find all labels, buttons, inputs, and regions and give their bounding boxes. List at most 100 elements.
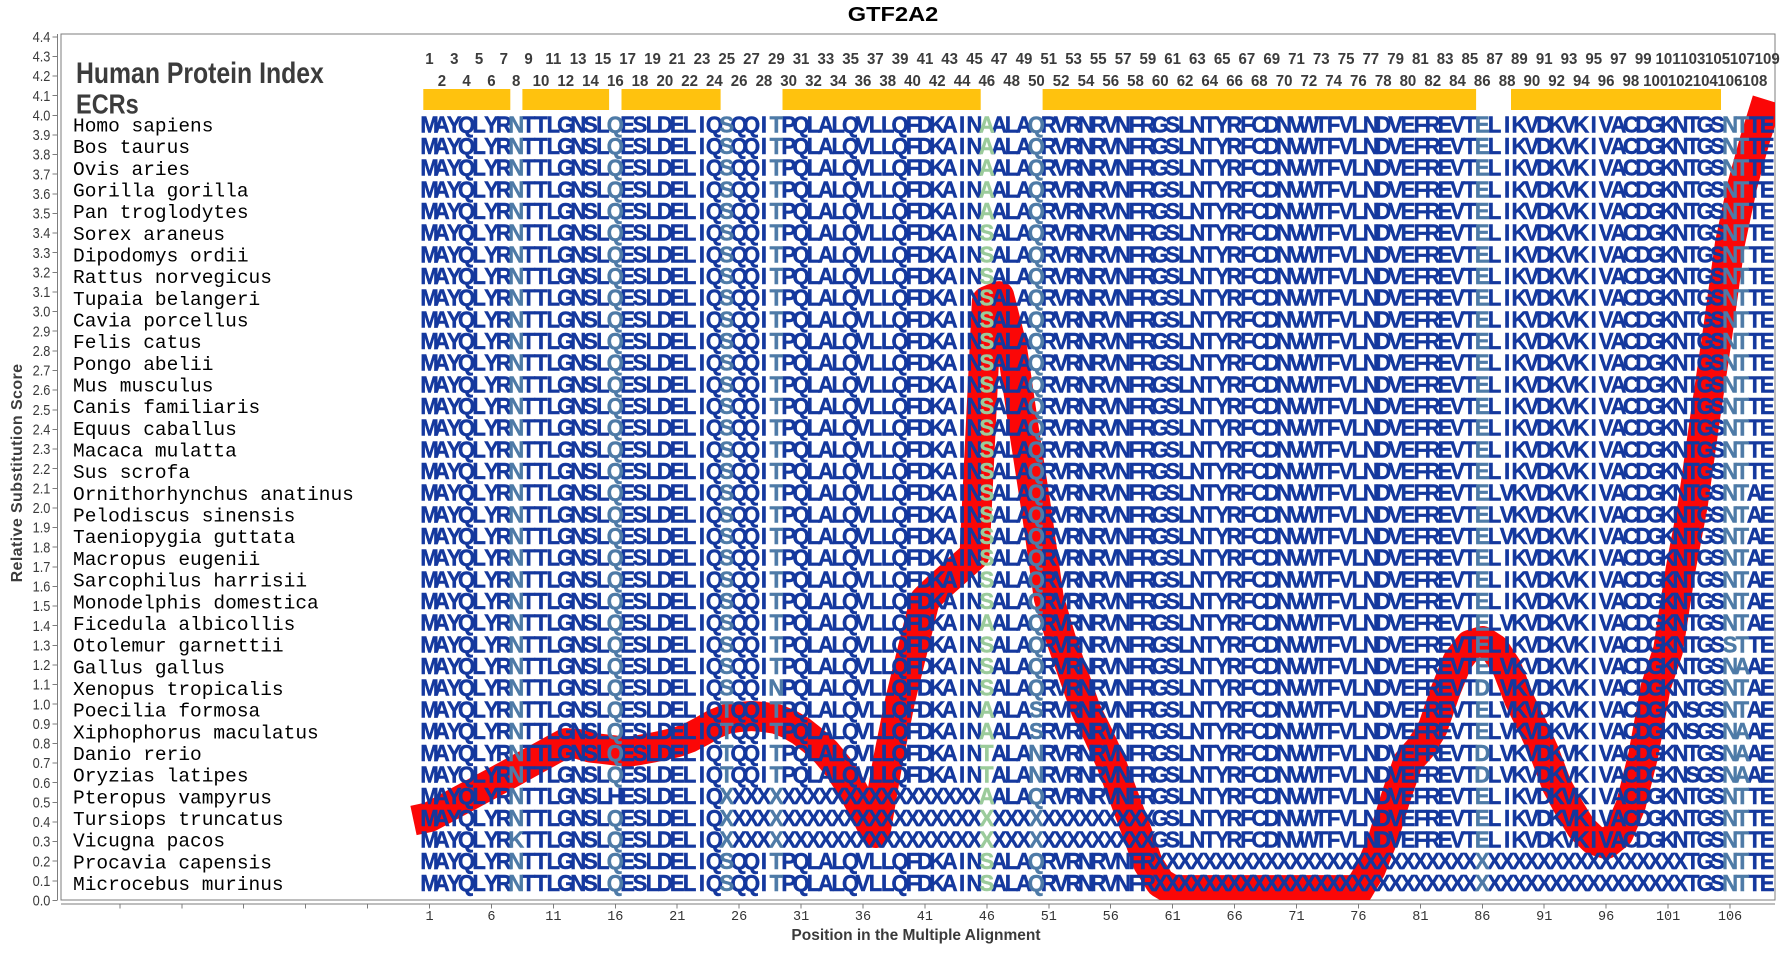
svg-text:S: S [980,437,995,463]
svg-text:92: 92 [1548,73,1565,91]
svg-text:60: 60 [1152,73,1169,91]
svg-text:88: 88 [1499,73,1516,91]
svg-text:93: 93 [1561,51,1578,69]
svg-text:Relative Substitution Score: Relative Substitution Score [9,364,26,583]
svg-text:68: 68 [1251,73,1268,91]
svg-text:86: 86 [1474,73,1491,91]
svg-text:33: 33 [818,51,835,69]
svg-text:100: 100 [1643,73,1668,91]
svg-text:X: X [980,827,995,853]
svg-text:MAYQLYR TTLGNSL ESLDELIQ QQI P: MAYQLYR TTLGNSL ESLDELIQ QQI PQLALQVLLQF… [420,675,1774,701]
svg-text:45: 45 [966,51,983,69]
svg-text:104: 104 [1693,73,1718,91]
svg-text:3.3: 3.3 [33,244,51,261]
svg-text:Equus caballus: Equus caballus [73,419,237,441]
svg-text:S: S [980,458,995,484]
svg-text:MAYQLYR TTLGNSL ESLDELIQ QQI P: MAYQLYR TTLGNSL ESLDELIQ QQI PQLALQVLLQF… [420,393,1774,419]
svg-text:A: A [979,610,995,636]
svg-text:4.4: 4.4 [33,28,51,45]
svg-text:S: S [980,220,995,246]
svg-text:38: 38 [879,73,896,91]
svg-text:20: 20 [657,73,674,91]
svg-text:1: 1 [425,910,433,925]
svg-text:1.6: 1.6 [33,577,51,594]
svg-text:MAYQLYR TTLGNSL ESLDELIQ QQI P: MAYQLYR TTLGNSL ESLDELIQ QQI PQLALQVLLQF… [420,198,1774,224]
svg-text:53: 53 [1065,51,1082,69]
svg-text:Pteropus vampyrus: Pteropus vampyrus [73,787,272,809]
svg-text:108: 108 [1742,73,1767,91]
svg-text:22: 22 [681,73,698,91]
svg-text:MAYQLYR TTLGNSL ESLDELIQ QQI P: MAYQLYR TTLGNSL ESLDELIQ QQI PQLALQVLLQF… [420,849,1774,875]
svg-text:3.7: 3.7 [33,165,51,182]
svg-text:58: 58 [1127,73,1144,91]
svg-text:Gallus gallus: Gallus gallus [73,657,225,679]
svg-text:26: 26 [731,910,747,925]
svg-text:101: 101 [1655,51,1680,69]
svg-text:T: T [980,762,994,788]
svg-text:T: T [980,740,994,766]
svg-text:3.6: 3.6 [33,185,51,202]
svg-text:56: 56 [1103,910,1119,925]
svg-text:94: 94 [1573,73,1590,91]
svg-text:S: S [980,502,995,528]
svg-text:30: 30 [780,73,797,91]
svg-text:3.2: 3.2 [33,263,51,280]
svg-text:A: A [979,177,995,203]
svg-text:0.4: 0.4 [33,813,51,830]
svg-text:4.1: 4.1 [33,87,51,104]
svg-text:MAYQLYR TTLGNSL ESLDELIQ QQI P: MAYQLYR TTLGNSL ESLDELIQ QQI PQLALQVLLQF… [420,133,1774,159]
svg-text:66: 66 [1226,73,1243,91]
svg-text:37: 37 [867,51,884,69]
svg-text:S: S [980,480,995,506]
svg-text:Pongo abelii: Pongo abelii [73,354,213,376]
svg-text:41: 41 [917,910,933,925]
svg-text:9: 9 [524,51,533,69]
svg-text:Ovis aries: Ovis aries [73,159,190,181]
svg-text:40: 40 [904,73,921,91]
svg-text:1.9: 1.9 [33,519,51,536]
svg-text:51: 51 [1041,910,1057,925]
svg-text:69: 69 [1263,51,1280,69]
svg-text:24: 24 [706,73,723,91]
svg-text:MAYQLYR TTLGNSL ESLDELIQ QQI P: MAYQLYR TTLGNSL ESLDELIQ QQI PQLALQVLLQF… [420,545,1774,571]
svg-text:109: 109 [1755,51,1780,69]
svg-text:95: 95 [1585,51,1602,69]
svg-text:56: 56 [1102,73,1119,91]
svg-text:16: 16 [607,910,623,925]
svg-text:4.0: 4.0 [33,106,51,123]
svg-text:1.5: 1.5 [33,597,51,614]
svg-text:51: 51 [1040,51,1057,69]
svg-text:MAYQLYR TTLGNSL ESLDELIQ QQI P: MAYQLYR TTLGNSL ESLDELIQ QQI PQLALQVLLQF… [420,307,1774,333]
svg-text:87: 87 [1486,51,1503,69]
svg-text:71: 71 [1288,910,1304,925]
svg-text:44: 44 [954,73,971,91]
svg-text:Microcebus murinus: Microcebus murinus [73,874,284,896]
svg-text:MAYQLYR TTLGNSL ESLDELIQ QQI P: MAYQLYR TTLGNSL ESLDELIQ QQI PQLALQVLLQF… [420,697,1774,723]
svg-text:1: 1 [425,51,434,69]
svg-text:ECRs: ECRs [76,90,139,120]
svg-text:MAYQLYR TTLGNSL ESLDELIQ QQI P: MAYQLYR TTLGNSL ESLDELIQ QQI PQLALQVLLQF… [420,220,1774,246]
svg-text:2: 2 [438,73,447,91]
svg-text:1.0: 1.0 [33,695,51,712]
svg-text:31: 31 [793,51,810,69]
svg-text:28: 28 [756,73,773,91]
svg-text:S: S [980,870,995,896]
svg-text:Otolemur garnettii: Otolemur garnettii [73,636,284,658]
svg-text:S: S [980,523,995,549]
svg-text:3.8: 3.8 [33,146,51,163]
svg-text:Macaca mulatta: Macaca mulatta [73,441,237,463]
svg-text:MAYQLYR TTLGNSL ESLDELIQ QQI P: MAYQLYR TTLGNSL ESLDELIQ QQI PQLALQVLLQF… [420,654,1774,680]
svg-text:71: 71 [1288,51,1305,69]
svg-text:12: 12 [557,73,574,91]
svg-text:72: 72 [1300,73,1317,91]
svg-text:A: A [979,112,995,138]
svg-text:Sorex araneus: Sorex araneus [73,224,225,246]
svg-text:Mus musculus: Mus musculus [73,376,213,398]
svg-text:19: 19 [644,51,661,69]
svg-text:Pelodiscus sinensis: Pelodiscus sinensis [73,506,295,528]
svg-text:86: 86 [1474,910,1490,925]
svg-text:70: 70 [1276,73,1293,91]
svg-text:MAYQLYR TTLGNSL ESLDELIQ QQI P: MAYQLYR TTLGNSL ESLDELIQ QQI PQLALQVLLQF… [420,242,1774,268]
svg-text:Homo sapiens: Homo sapiens [73,116,213,138]
svg-text:2.9: 2.9 [33,322,51,339]
